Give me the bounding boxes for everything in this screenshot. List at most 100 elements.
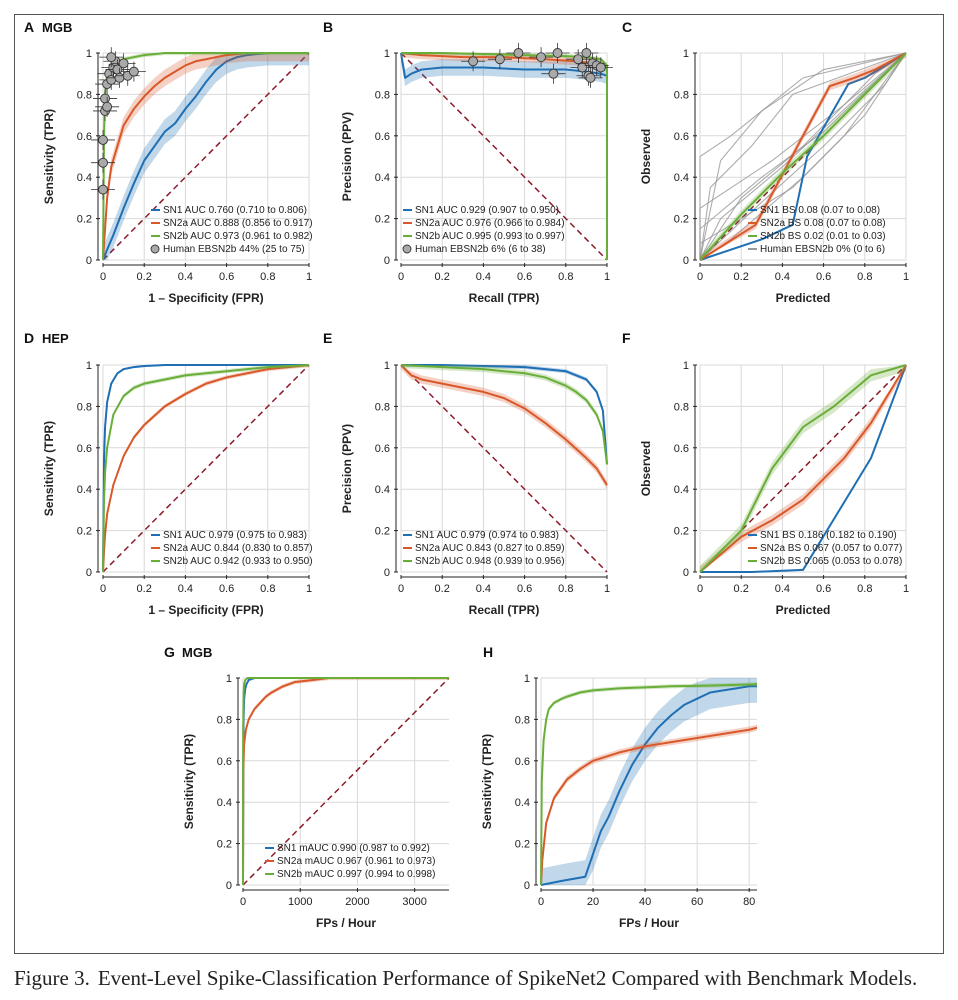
human-point [595, 62, 606, 73]
y-tick-label: 1 [384, 360, 390, 372]
chance-line [102, 52, 310, 261]
y-tick-label: 0.2 [515, 839, 530, 851]
series-line-sn2a [540, 726, 758, 886]
human-point [98, 157, 108, 168]
y-tick-label: 0.4 [77, 172, 92, 184]
legend-entry-sn2a: SN2a AUC 0.843 (0.827 to 0.859) [415, 543, 565, 554]
ci-band-sn2b [541, 682, 757, 885]
x-axis-label: Predicted [776, 291, 831, 305]
y-tick-label: 0.8 [217, 714, 232, 726]
legend-entry-sn1: SN1 AUC 0.929 (0.907 to 0.950) [415, 205, 559, 216]
series-line-sn2b [102, 364, 310, 573]
panel-d-title: HEP [42, 331, 69, 346]
y-tick-label: 0.4 [674, 172, 689, 184]
x-tick-label: 1 [306, 583, 312, 595]
figure-canvas: A MGB 0 0.2 0.4 0.6 0.8 1 0 0.2 0.4 0.6 0.8 1 1 – Spec… [24, 19, 909, 930]
x-tick-label: 0.6 [517, 583, 532, 595]
x-tick-label: 0.8 [260, 583, 275, 595]
human-point [581, 48, 592, 58]
human-point [536, 52, 547, 63]
y-tick-label: 0 [683, 567, 689, 579]
human-curve-1 [699, 52, 907, 260]
legend-entry-sn2a: SN2a AUC 0.844 (0.830 to 0.857) [163, 543, 313, 554]
series-line-sn2a [699, 364, 907, 573]
x-tick-label: 0.2 [734, 271, 749, 283]
panel-a: A MGB 0 0.2 0.4 0.6 0.8 1 0 0.2 0.4 0.6 0.8 1 1 – Spec… [24, 19, 313, 305]
x-tick-label: 0.4 [178, 583, 193, 595]
series-line-sn1 [102, 52, 309, 261]
legend-entry-sn2b: SN2b mAUC 0.997 (0.994 to 0.998) [277, 869, 435, 880]
legend-entry-sn1: SN1 AUC 0.979 (0.975 to 0.983) [163, 530, 307, 541]
legend-entry-sn1: SN1 BS 0.08 (0.07 to 0.08) [760, 205, 880, 216]
y-tick-label: 0.2 [375, 526, 390, 538]
legend-entry-sn2a: SN2a AUC 0.888 (0.856 to 0.917) [163, 218, 313, 229]
legend-entry-sn2b: SN2b BS 0.065 (0.053 to 0.078) [760, 556, 902, 567]
legend-entry-sn2b: SN2b AUC 0.995 (0.993 to 0.997) [415, 231, 565, 242]
y-axis-label: Precision (PPV) [340, 424, 354, 513]
y-tick-label: 0.2 [77, 526, 92, 538]
x-tick-label: 1 [903, 583, 909, 595]
y-tick-label: 0.4 [375, 172, 390, 184]
y-tick-label: 1 [86, 48, 92, 60]
legend-entry-sn2a: SN2a BS 0.08 (0.07 to 0.08) [760, 218, 886, 229]
human-point [577, 62, 588, 73]
y-tick-label: 0.6 [375, 131, 390, 143]
x-tick-label: 0.6 [816, 583, 831, 595]
x-tick-label: 0.4 [775, 271, 790, 283]
x-axis-label: Recall (TPR) [469, 291, 540, 305]
x-tick-label: 60 [691, 896, 703, 908]
y-tick-label: 0 [384, 567, 390, 579]
series-line-sn1 [401, 364, 608, 465]
x-axis-label: Recall (TPR) [469, 603, 540, 617]
y-tick-label: 0.4 [217, 797, 232, 809]
legend-entry-sn2a: SN2a mAUC 0.967 (0.961 to 0.973) [277, 856, 435, 867]
y-axis-label: Sensitivity (TPR) [42, 109, 56, 204]
y-axis-label: Observed [639, 129, 653, 184]
ci-band-sn2a [401, 365, 607, 490]
panel-a-label: A [24, 19, 34, 35]
x-tick-label: 1 [604, 583, 610, 595]
y-tick-label: 0.8 [515, 714, 530, 726]
y-tick-label: 1 [86, 360, 92, 372]
legend-entry-sn1: SN1 AUC 0.760 (0.710 to 0.806) [163, 205, 307, 216]
chance-line [699, 364, 907, 573]
legend-entry-sn1: SN1 BS 0.186 (0.182 to 0.190) [760, 530, 897, 541]
x-axis-label: FPs / Hour [619, 916, 679, 930]
human-point [100, 93, 111, 104]
x-tick-label: 0 [240, 896, 246, 908]
human-point [102, 101, 113, 112]
legend-entry-sn2a: SN2a AUC 0.976 (0.966 to 0.984) [415, 218, 565, 229]
human-point [468, 56, 479, 67]
human-point [128, 66, 139, 77]
panel-h-label: H [483, 644, 493, 660]
figure-caption: Figure 3. Event-Level Spike-Classificatio… [14, 966, 917, 991]
y-tick-label: 0 [683, 255, 689, 267]
panel-e-label: E [323, 330, 332, 346]
y-tick-label: 0.4 [77, 484, 92, 496]
x-tick-label: 0.4 [476, 583, 491, 595]
human-point [513, 48, 524, 58]
y-tick-label: 0 [86, 255, 92, 267]
y-tick-label: 1 [226, 673, 232, 685]
series-line-sn2a [400, 364, 608, 486]
legend-entry-sn1: SN1 AUC 0.979 (0.974 to 0.983) [415, 530, 559, 541]
panel-g-label: G [164, 644, 175, 660]
human-curve-8 [699, 52, 907, 260]
series-line-sn2b [699, 364, 907, 573]
panel-g-title: MGB [182, 645, 212, 660]
series-line-sn2b [699, 52, 907, 261]
y-tick-label: 0 [226, 880, 232, 892]
human-point [552, 48, 563, 58]
x-tick-label: 0.6 [219, 271, 234, 283]
x-tick-label: 3000 [402, 896, 426, 908]
y-tick-label: 0.6 [217, 756, 232, 768]
x-tick-label: 0.8 [857, 271, 872, 283]
x-tick-label: 0 [538, 896, 544, 908]
x-axis-label: Predicted [776, 603, 831, 617]
x-tick-label: 0.2 [435, 271, 450, 283]
panel-g: G MGB 0 1000 2000 3000 0 0.2 0.4 0.6 0.8 1 FPs / Hou… [164, 644, 450, 930]
human-curve-3 [699, 52, 907, 260]
x-tick-label: 0.4 [775, 583, 790, 595]
x-tick-label: 0.8 [260, 271, 275, 283]
x-tick-label: 0.2 [137, 583, 152, 595]
